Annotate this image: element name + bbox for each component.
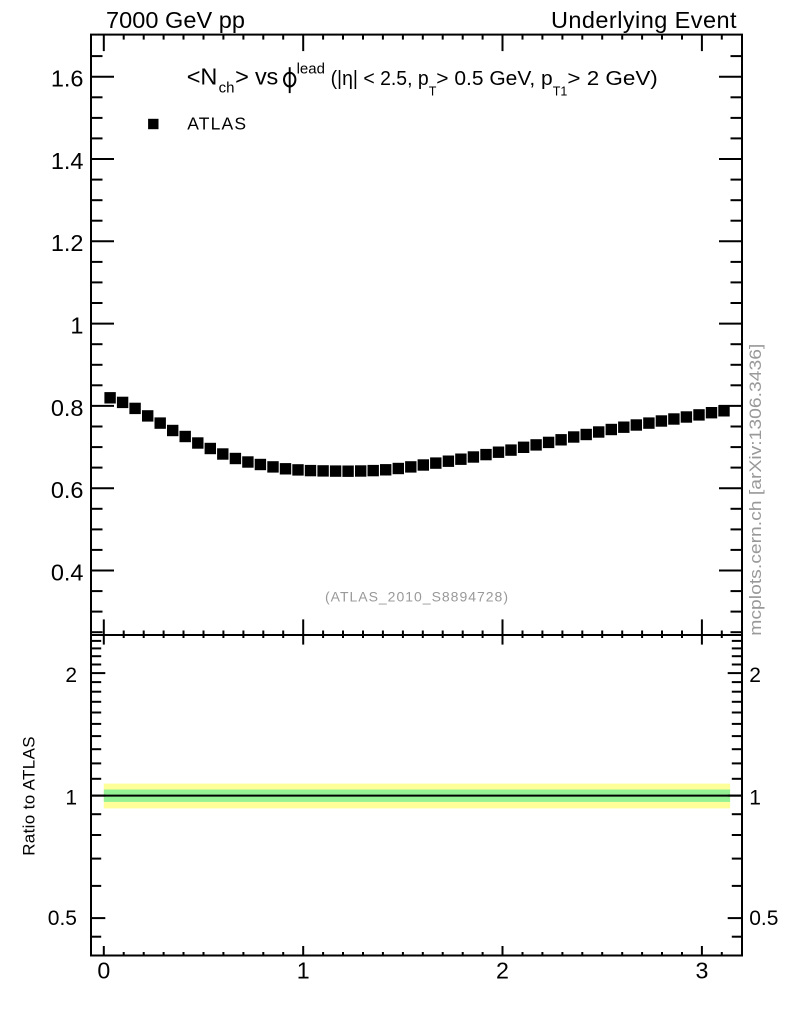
svg-text:mcplots.cern.ch [arXiv:1306.34: mcplots.cern.ch [arXiv:1306.3436] (747, 344, 765, 636)
svg-text:Underlying Event: Underlying Event (551, 7, 737, 33)
svg-text:0.5: 0.5 (749, 907, 778, 930)
svg-text:Ratio to ATLAS: Ratio to ATLAS (20, 736, 39, 855)
svg-text:0.6: 0.6 (51, 477, 84, 503)
svg-text:T1: T1 (553, 84, 568, 98)
svg-text:0.8: 0.8 (51, 395, 84, 421)
svg-text:(|η| < 2.5, p: (|η| < 2.5, p (331, 68, 429, 90)
svg-text:2: 2 (749, 664, 761, 687)
svg-text:> 0.5 GeV, p: > 0.5 GeV, p (436, 68, 552, 90)
svg-text:<N: <N (187, 64, 218, 90)
svg-text:2: 2 (65, 664, 77, 687)
svg-text:1: 1 (65, 787, 77, 810)
svg-text:> 2 GeV): > 2 GeV) (567, 68, 657, 90)
svg-text:1.2: 1.2 (51, 230, 84, 256)
svg-text:0.4: 0.4 (51, 559, 84, 585)
svg-text:1.6: 1.6 (51, 66, 84, 92)
svg-text:lead: lead (297, 60, 325, 77)
svg-text:> vs: > vs (235, 64, 278, 90)
svg-text:1: 1 (297, 958, 310, 984)
svg-text:1: 1 (749, 787, 761, 810)
svg-text:7000 GeV pp: 7000 GeV pp (106, 7, 245, 33)
svg-text:(ATLAS_2010_S8894728): (ATLAS_2010_S8894728) (325, 589, 508, 605)
svg-text:T: T (429, 84, 437, 98)
svg-text:ATLAS: ATLAS (187, 114, 246, 134)
svg-text:1.4: 1.4 (51, 148, 84, 174)
svg-text:2: 2 (496, 958, 509, 984)
svg-text:0: 0 (97, 958, 110, 984)
svg-text:ch: ch (219, 79, 235, 96)
svg-text:3: 3 (695, 958, 708, 984)
svg-text:1: 1 (70, 313, 83, 339)
svg-text:0.5: 0.5 (48, 907, 77, 930)
